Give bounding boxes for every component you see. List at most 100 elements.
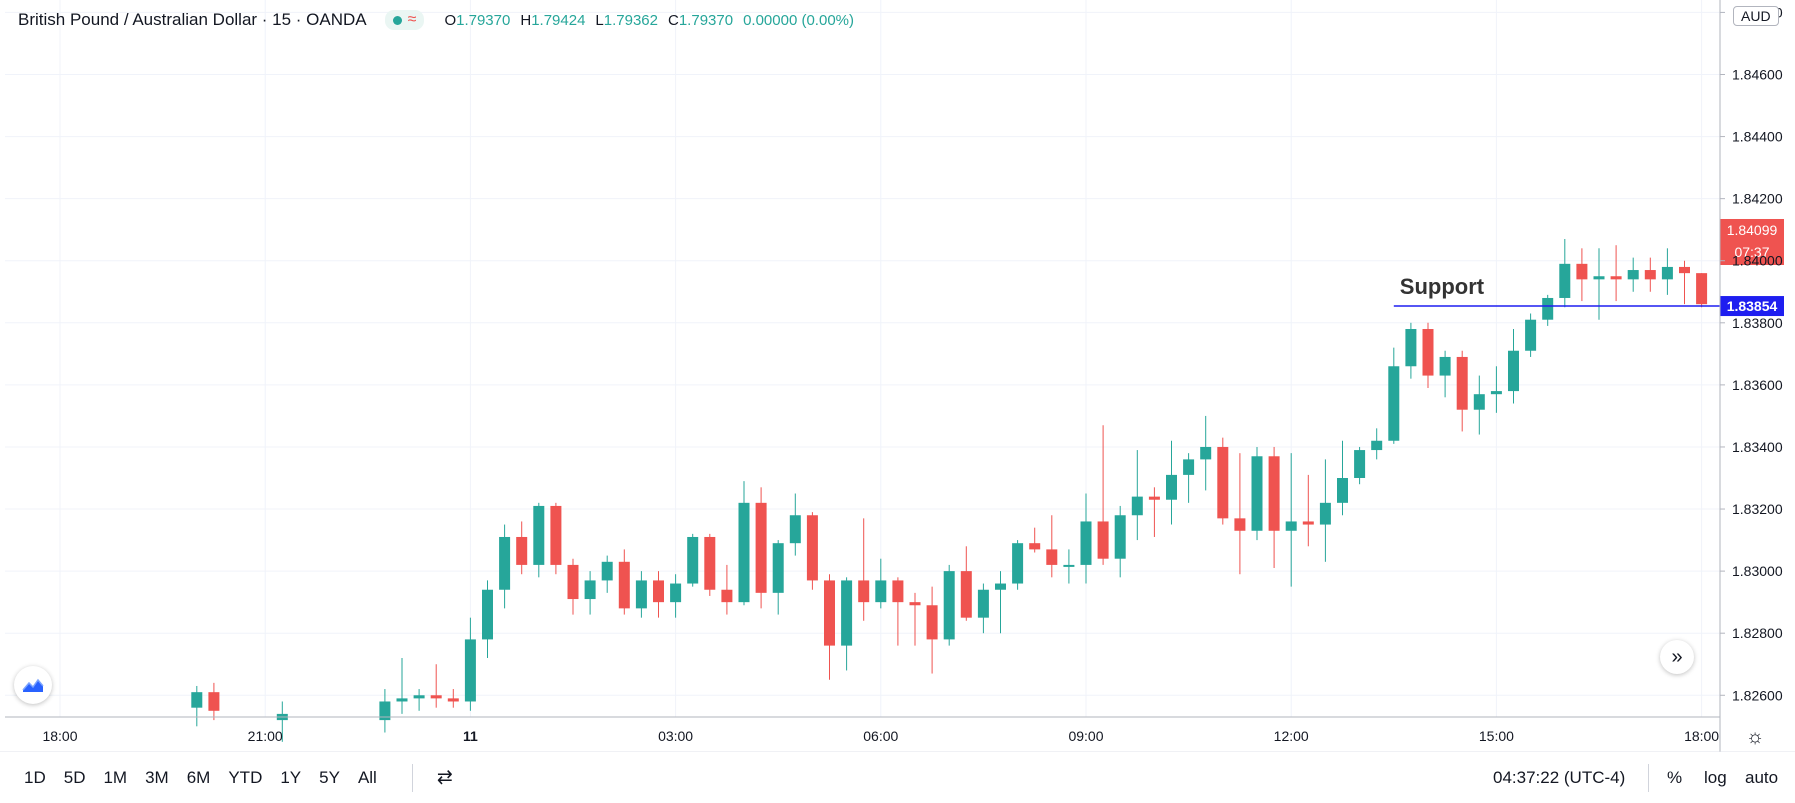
range-button-1m[interactable]: 1M (103, 767, 128, 787)
candle-body (1354, 450, 1366, 478)
candle-body (789, 515, 801, 544)
logo-icon (22, 678, 44, 692)
support-price-tag (1720, 296, 1784, 317)
clock-timezone[interactable]: 04:37:22 (UTC-4) (1493, 768, 1626, 787)
bottom-toolbar: 1D 5D 1M 3M 6M YTD 1Y 5Y All ⇄ 04:37:22 (UTC-4) … (0, 752, 1795, 803)
candle-body (1148, 496, 1160, 500)
candle-body (1285, 521, 1297, 531)
candle-body (584, 580, 596, 600)
y-tick-label: 1.82600 (1732, 687, 1783, 703)
auto-scale-toggle[interactable]: auto (1745, 768, 1779, 787)
double-chevron-right-icon: » (1671, 645, 1683, 668)
change-value: 0.00000 (0.00%) (743, 11, 854, 29)
candle-body (516, 536, 528, 565)
x-tick-label: 09:00 (1068, 728, 1103, 744)
y-tick-label: 1.83800 (1732, 315, 1783, 331)
toolbar-divider-2 (1648, 764, 1649, 792)
candle-body (1576, 263, 1588, 280)
open-value: 1.79370 (456, 11, 511, 29)
candle-body (841, 580, 853, 646)
ohlc-values: O1.79370 H1.79424 L1.79362 C1.79370 0.00… (444, 12, 854, 29)
x-tick-label: 21:00 (248, 728, 283, 744)
candle-body (413, 695, 425, 699)
close-label: C (668, 11, 679, 29)
candle-body (960, 571, 972, 618)
range-button-all[interactable]: All (357, 767, 377, 787)
candle-body (1319, 502, 1331, 525)
candle-body (1525, 319, 1537, 351)
support-price-label: 1.83854 (1727, 298, 1778, 314)
candle-body (1473, 394, 1485, 410)
candle-body (1439, 356, 1451, 376)
candle-body (704, 536, 716, 590)
range-button-5d[interactable]: 5D (63, 767, 86, 787)
settings-gear-icon[interactable]: ☼ (1746, 726, 1764, 748)
chart-header: British Pound / Australian Dollar · 15 ·… (0, 0, 1720, 40)
candle-body (1405, 329, 1417, 367)
percent-scale-toggle[interactable]: % (1667, 768, 1683, 787)
candle-body (1251, 456, 1263, 531)
date-range-buttons: 1D 5D 1M 3M 6M YTD 1Y 5Y All (15, 768, 386, 788)
candle-body (1029, 543, 1041, 550)
candle-body (670, 583, 682, 603)
y-tick-label: 1.84200 (1732, 191, 1783, 207)
y-tick-label: 1.84000 (1732, 253, 1783, 269)
tradingview-logo-button[interactable] (14, 666, 52, 704)
candle-body (1012, 543, 1024, 584)
candle-body (926, 605, 938, 640)
candle-body (1166, 474, 1177, 500)
range-button-6m[interactable]: 6M (186, 767, 211, 787)
candle-body (653, 580, 664, 603)
range-button-ytd[interactable]: YTD (228, 767, 263, 787)
x-tick-label: 06:00 (863, 728, 898, 744)
candle-body (1679, 266, 1690, 274)
candle-body (1559, 263, 1571, 298)
candle-body (1508, 350, 1519, 392)
market-open-dot-icon (392, 15, 402, 25)
y-tick-label: 1.84600 (1732, 66, 1783, 82)
candle-body (1097, 521, 1109, 559)
candle-body (208, 692, 220, 711)
candle-body (1593, 276, 1605, 280)
scroll-to-realtime-button[interactable]: » (1660, 640, 1694, 674)
candle-body (635, 580, 647, 609)
y-tick-label: 1.83600 (1732, 377, 1783, 393)
candle-body (995, 583, 1006, 590)
axes: 1.848001.846001.844001.842001.840001.838… (0, 0, 1795, 752)
candle-body (806, 515, 818, 581)
candle-body (1046, 549, 1058, 565)
candle-body (1200, 446, 1212, 460)
range-button-5y[interactable]: 5Y (319, 767, 340, 787)
candle-body (738, 502, 750, 603)
candle-body (1337, 478, 1348, 503)
candle-body (567, 564, 579, 600)
go-to-date-icon[interactable]: ⇄ (436, 767, 453, 788)
currency-badge[interactable]: AUD (1733, 6, 1779, 26)
range-button-1d[interactable]: 1D (24, 767, 46, 787)
x-tick-label: 18:00 (1684, 728, 1719, 744)
y-tick-label: 1.83200 (1732, 501, 1783, 517)
last-price-tag (1720, 218, 1784, 265)
candle-body (1268, 456, 1280, 531)
symbol-title[interactable]: British Pound / Australian Dollar · 15 ·… (18, 10, 367, 29)
candle-body (721, 589, 733, 603)
x-tick-label: 15:00 (1479, 728, 1514, 744)
candle-body (1183, 459, 1195, 475)
candle-body (687, 536, 699, 584)
candle-body (550, 505, 562, 565)
high-label: H (520, 11, 532, 29)
candle-body (396, 698, 408, 702)
market-status-pill[interactable]: ≈ (384, 10, 425, 30)
candle-body (1371, 440, 1383, 451)
candle-body (191, 692, 203, 708)
candle-body (943, 571, 955, 640)
candle-body (909, 602, 921, 606)
candle-body (824, 580, 835, 646)
candle-body (977, 589, 989, 618)
candle-body (499, 536, 511, 590)
range-button-3m[interactable]: 3M (145, 767, 169, 787)
range-button-1y[interactable]: 1Y (280, 767, 302, 787)
candle-body (1302, 521, 1314, 525)
log-scale-toggle[interactable]: log (1704, 768, 1727, 787)
